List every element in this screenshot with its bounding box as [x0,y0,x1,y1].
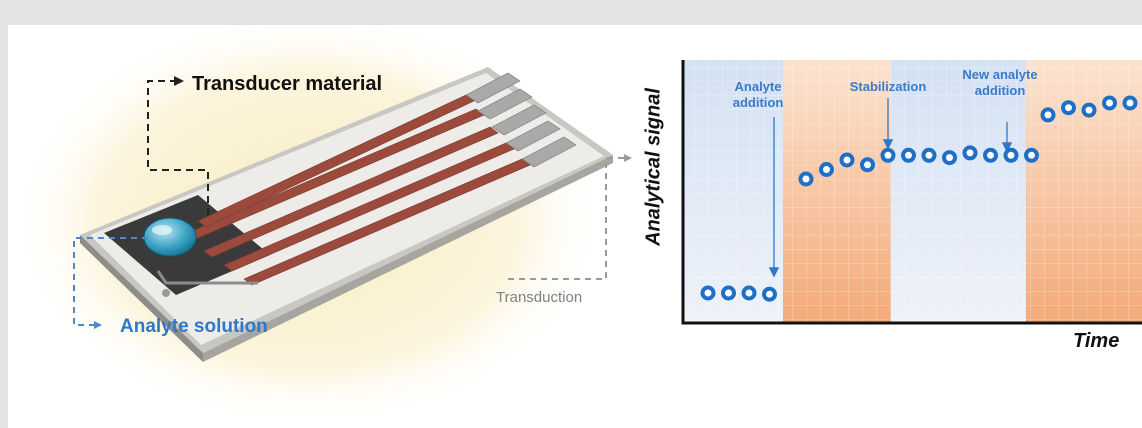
transduction-label: Transduction [496,289,583,306]
annotation-line: Analyte [734,79,782,94]
signal-point [983,147,998,163]
signal-point [700,285,716,301]
contact-pads [465,72,577,168]
signal-point [1024,147,1039,163]
illustration [8,25,1142,428]
signal-point [962,145,978,161]
signal-point [942,150,957,166]
analyte-droplet [143,217,197,257]
y-axis-label: Analytical signal [642,88,665,246]
annotation-line: addition [974,83,1026,98]
x-axis-label: Time [1073,330,1120,352]
transducer-callout-line [147,80,209,215]
signal-point [1040,107,1056,123]
signal-point [721,285,736,301]
figure: Transducer material Analyte solution Tra… [8,25,1142,428]
signal-point [819,162,834,177]
signal-chart [681,60,1142,325]
signal-point [860,157,875,173]
signal-point [1102,95,1117,111]
chart-axes [681,60,1142,325]
transduction-connector [508,157,626,280]
signal-point [1081,102,1097,118]
electrode-strip [80,67,613,362]
transducer-material-label: Transducer material [192,73,383,95]
signal-point [1061,100,1076,116]
signal-point [741,285,757,301]
signal-point [880,147,896,163]
analyte-callout-line [73,237,148,326]
annotation-line: New analyte [962,67,1038,82]
annotation-analyte-addition: Analyte addition [733,79,784,111]
signal-point [1122,95,1138,111]
annotation-line: addition [732,95,784,110]
annotation-new-analyte-addition: New analyte addition [962,67,1037,99]
signal-point [921,147,937,163]
signal-point [839,152,855,168]
signal-point [798,171,814,187]
annotation-stabilization: Stabilization [849,79,927,94]
signal-point [762,286,777,302]
conductive-tracks [182,94,531,286]
signal-point [1003,147,1019,163]
analyte-solution-label: Analyte solution [120,316,268,337]
signal-point [901,147,916,163]
